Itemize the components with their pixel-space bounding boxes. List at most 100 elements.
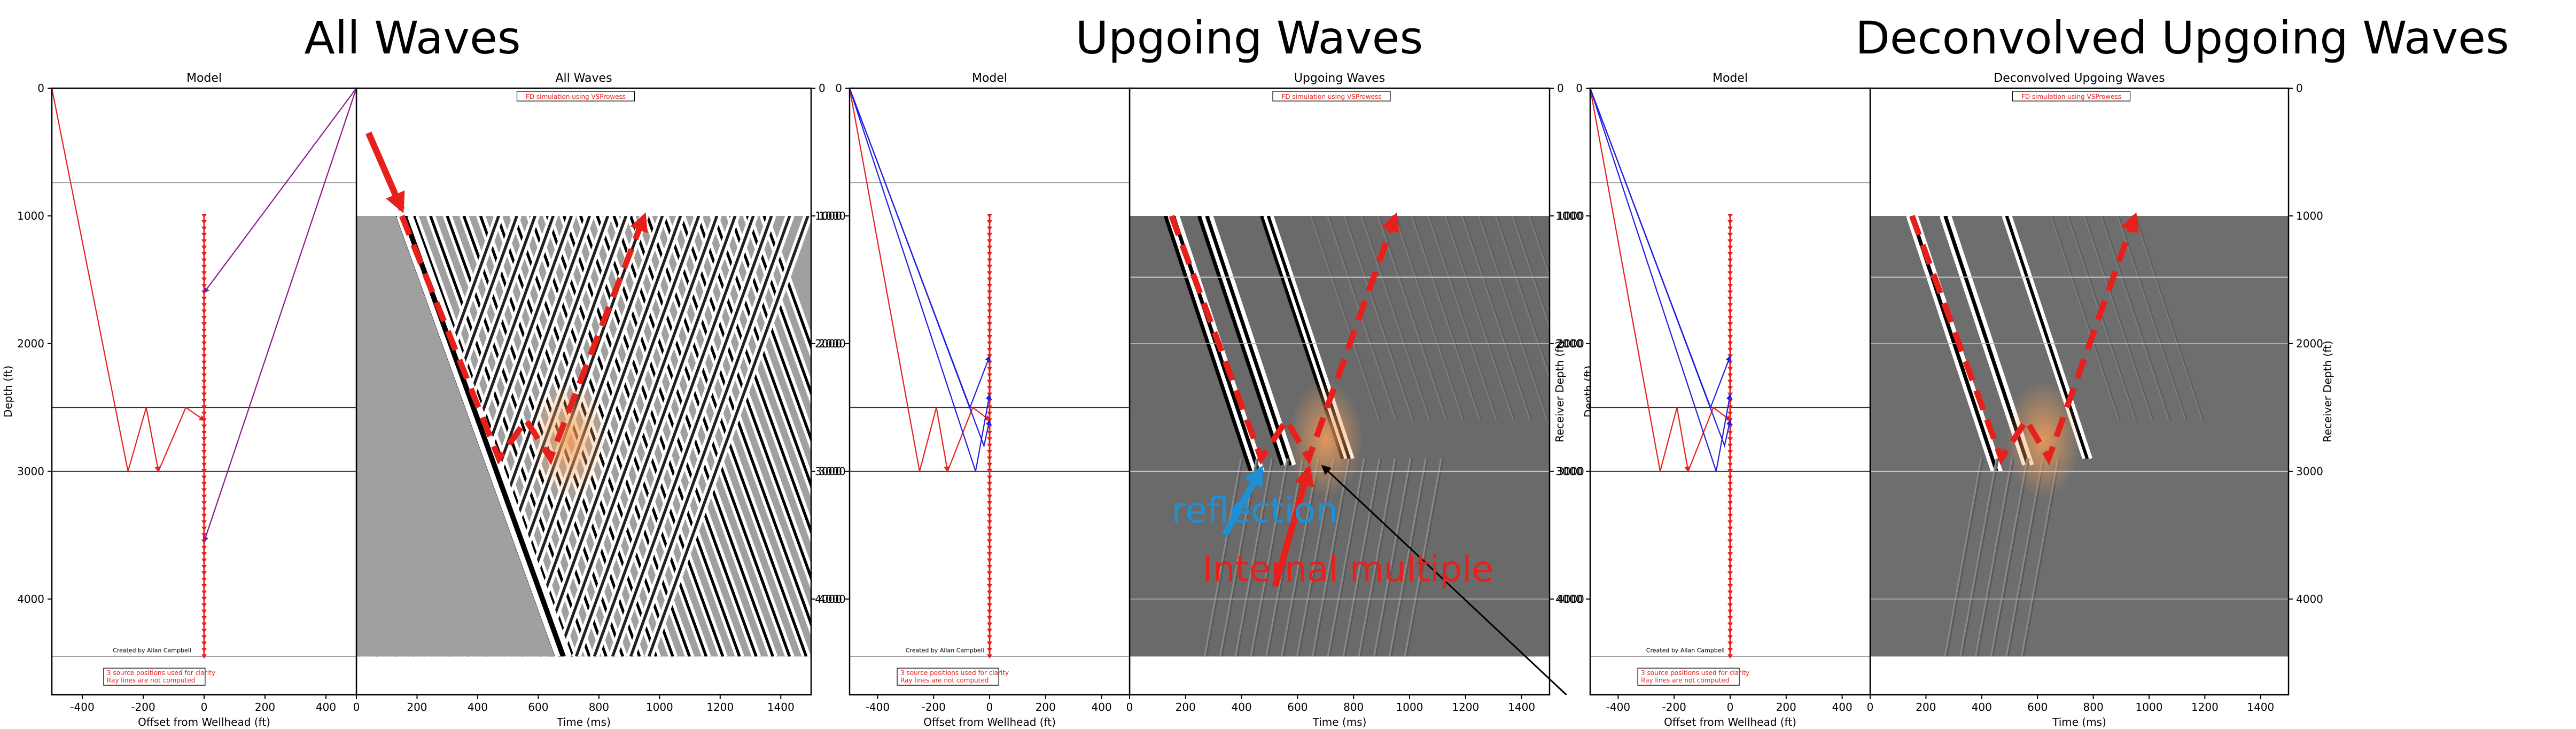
wave-stripe <box>1390 458 1429 657</box>
receiver-marker <box>1727 469 1733 474</box>
wave-stripe <box>1327 458 1365 657</box>
receiver-marker <box>1727 252 1733 257</box>
x-tick-label: 1400 <box>1508 701 1535 714</box>
wave-stripe <box>1344 458 1382 657</box>
x-tick-label: -400 <box>70 701 94 714</box>
annotation-text: FD simulation using VSProwess <box>1281 93 1381 100</box>
faint-event <box>1528 215 1550 280</box>
receiver-marker <box>987 514 992 518</box>
note-frame <box>103 668 206 686</box>
receiver-marker <box>1727 437 1733 442</box>
receiver-marker <box>201 577 207 582</box>
faint-event <box>1512 215 1550 330</box>
wave-stripe <box>2134 215 2203 421</box>
receiver-marker <box>1727 386 1733 391</box>
receiver-marker <box>987 475 992 480</box>
receiver-marker <box>201 437 207 442</box>
wave-stripe <box>1991 458 2030 657</box>
receiver-marker <box>987 386 992 391</box>
receiver-marker <box>1727 622 1733 627</box>
y-tick-label: 4000 <box>1555 593 1583 606</box>
y-tick-label: 3000 <box>819 465 846 478</box>
receiver-marker <box>1727 367 1733 371</box>
wave-stripe <box>1429 215 1499 421</box>
wave-stripe <box>1343 215 1413 421</box>
y-tick-label: 3000 <box>815 465 842 478</box>
wave-stripe <box>2100 215 2170 421</box>
y-tick-label: 1000 <box>1555 210 1583 222</box>
faint-event <box>2100 215 2171 421</box>
receiver-marker <box>987 577 992 582</box>
receiver-marker <box>987 341 992 346</box>
receiver-marker <box>1727 341 1733 346</box>
receiver-marker <box>987 539 992 544</box>
y-tick-label: 2000 <box>17 337 44 350</box>
receiver-marker <box>1727 309 1733 314</box>
wave-stripe <box>1428 215 1498 421</box>
x-tick-label: -200 <box>922 701 946 714</box>
multiple-event <box>1204 458 1244 657</box>
receiver-marker <box>987 616 992 621</box>
wave-stripe <box>1959 458 1998 657</box>
receiver-marker <box>1727 316 1733 321</box>
wave-stripe <box>1444 215 1514 421</box>
wave-stripe <box>608 215 771 657</box>
receiver-marker <box>1727 654 1733 659</box>
seis-xlabel: Time (ms) <box>2052 716 2106 728</box>
receiver-marker <box>987 347 992 352</box>
wave-stripe <box>759 215 811 360</box>
receiver-marker <box>987 316 992 321</box>
receiver-marker <box>1727 584 1733 588</box>
downgoing-event <box>759 215 811 360</box>
model-xlabel: Offset from Wellhead (ft) <box>1664 716 1796 728</box>
multiple-event <box>1944 458 1984 657</box>
wave-stripe <box>1328 215 1398 421</box>
annotation-box <box>516 91 635 102</box>
wave-stripe <box>632 215 795 657</box>
receiver-marker <box>201 424 207 429</box>
receiver-marker <box>201 322 207 327</box>
panel-2: Upgoing Waves reflection Internal multiple… <box>815 12 1595 728</box>
wave-stripe <box>1388 458 1427 657</box>
wave-stripe <box>529 215 691 657</box>
converted-ray <box>203 88 357 294</box>
multiple-ray-path <box>1169 212 1399 466</box>
wave-stripe <box>1461 215 1531 421</box>
x-tick-label: 1400 <box>2247 701 2274 714</box>
wave-stripe <box>2051 215 2121 421</box>
multiple-ray <box>158 406 205 472</box>
y-tick-label: 2000 <box>1557 337 1584 350</box>
wave-stripe <box>729 215 811 444</box>
x-tick-label: 800 <box>589 701 609 714</box>
multiple-event <box>1358 458 1398 657</box>
multiple-event <box>1373 458 1413 657</box>
receiver-marker <box>987 456 992 461</box>
wave-stripe <box>1360 215 1430 421</box>
wave-stripe <box>1379 215 1449 421</box>
multiple-event <box>1388 458 1429 657</box>
receiver-marker <box>987 431 992 436</box>
wave-stripe <box>1496 215 1550 376</box>
wave-stripe <box>1342 458 1381 657</box>
upgoing-event <box>626 215 795 657</box>
x-tick-label: 800 <box>2083 701 2104 714</box>
receiver-marker <box>987 405 992 410</box>
receiver-marker <box>987 635 992 640</box>
receiver-marker <box>1727 565 1733 570</box>
credit-text: Created by Allan Campbell <box>113 647 191 654</box>
receiver-marker <box>201 596 207 601</box>
source-arrow <box>365 131 405 214</box>
receiver-marker <box>1727 475 1733 480</box>
x-tick-label: 0 <box>986 701 993 714</box>
receiver-marker <box>1727 494 1733 499</box>
receiver-marker <box>201 303 207 308</box>
receiver-marker <box>987 469 992 474</box>
model-panel: Model Created by Allan Campbell 3 source p… <box>1553 72 1871 728</box>
receiver-marker <box>1727 232 1733 237</box>
y-tick-label: 1000 <box>2296 210 2323 222</box>
faint-event <box>1343 215 1415 421</box>
receiver-marker <box>201 654 207 659</box>
wave-stripe <box>2135 215 2205 421</box>
receiver-marker <box>987 309 992 314</box>
